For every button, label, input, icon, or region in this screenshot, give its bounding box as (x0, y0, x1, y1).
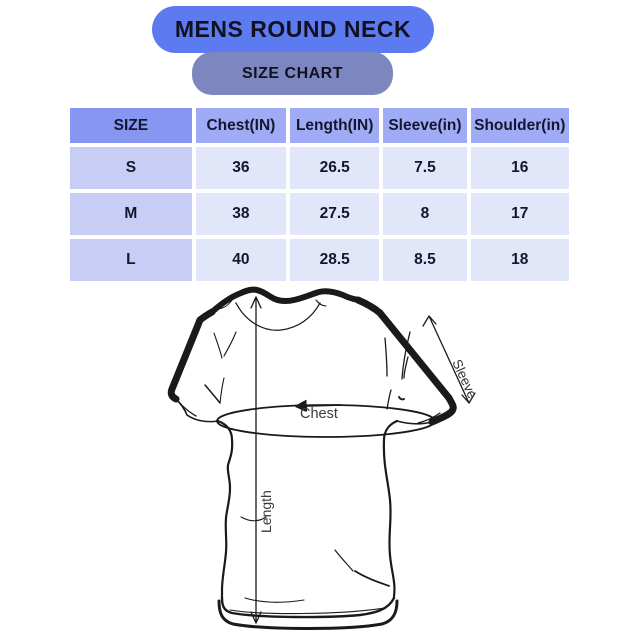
svg-text:Sleeve: Sleeve (449, 357, 480, 401)
svg-text:Length: Length (258, 490, 274, 533)
svg-text:Chest: Chest (300, 406, 338, 422)
